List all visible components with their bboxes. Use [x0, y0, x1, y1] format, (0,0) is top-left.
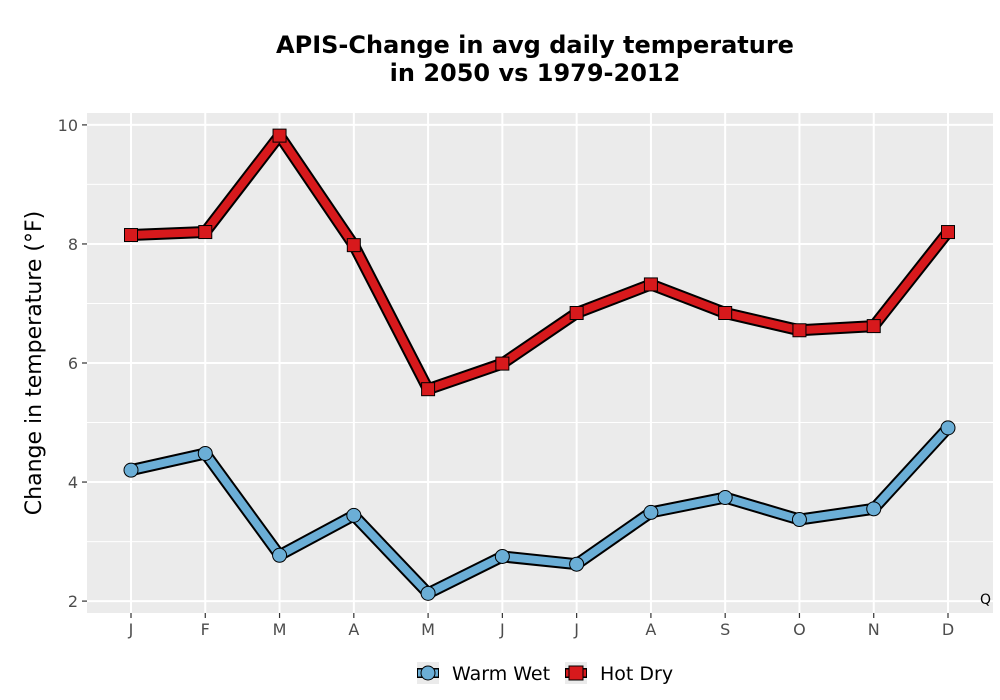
x-tick-label: N [868, 620, 880, 639]
point-warm-wet [123, 462, 139, 478]
legend-item-warm-wet: Warm Wet [417, 662, 550, 685]
x-tick-label: J [499, 620, 505, 639]
x-tick-label: M [273, 620, 287, 639]
point-warm-wet [717, 490, 733, 506]
point-hot-dry [643, 277, 658, 292]
point-warm-wet [272, 547, 288, 563]
point-warm-wet [569, 556, 585, 572]
point-hot-dry [569, 306, 584, 320]
y-axis-label: Change in temperature (°F) [22, 211, 47, 515]
x-tick-label: F [201, 620, 210, 639]
point-warm-wet [643, 504, 659, 520]
series-line-hot-dry [127, 131, 952, 394]
point-hot-dry [198, 225, 213, 240]
x-tick-label: O [793, 620, 806, 639]
point-hot-dry [421, 382, 436, 397]
point-hot-dry [124, 228, 138, 243]
point-warm-wet [346, 507, 362, 523]
y-tick-label: 10 [58, 116, 78, 135]
corner-annotation: Q [980, 592, 991, 608]
y-axis-ticks: 2 4 6 8 10 [58, 116, 87, 611]
point-hot-dry [495, 356, 510, 371]
legend-marker-warm-wet [420, 665, 436, 681]
x-tick-label: J [128, 620, 134, 639]
point-warm-wet [494, 548, 510, 564]
y-tick-label: 2 [68, 592, 78, 611]
x-tick-label: J [573, 620, 579, 639]
legend-item-hot-dry: Hot Dry [565, 662, 673, 685]
x-tick-label: M [421, 620, 435, 639]
legend-label-warm-wet: Warm Wet [452, 663, 550, 685]
point-warm-wet [197, 445, 213, 461]
y-tick-label: 8 [68, 235, 78, 254]
y-tick-label: 6 [68, 354, 78, 373]
point-warm-wet [791, 512, 807, 528]
chart-title-line-2: in 2050 vs 1979-2012 [390, 59, 681, 87]
series-layer [123, 128, 956, 601]
legend-marker-hot-dry [568, 665, 584, 681]
x-tick-label: D [942, 620, 954, 639]
point-warm-wet [420, 585, 436, 601]
point-hot-dry [792, 323, 807, 338]
legend: Warm Wet Hot Dry [417, 662, 673, 685]
point-hot-dry [718, 306, 733, 320]
x-tick-label: A [645, 620, 656, 639]
series-line-warm-wet [127, 423, 952, 598]
point-warm-wet [866, 501, 882, 517]
point-hot-dry [866, 319, 881, 334]
legend-label-hot-dry: Hot Dry [600, 663, 673, 685]
chart-title-line-1: APIS-Change in avg daily temperature [276, 31, 794, 59]
point-hot-dry [272, 128, 287, 143]
point-warm-wet [940, 420, 956, 436]
x-tick-label: A [348, 620, 359, 639]
point-hot-dry [346, 238, 361, 253]
x-tick-label: S [720, 620, 730, 639]
point-hot-dry [941, 225, 955, 240]
y-tick-label: 4 [68, 473, 78, 492]
